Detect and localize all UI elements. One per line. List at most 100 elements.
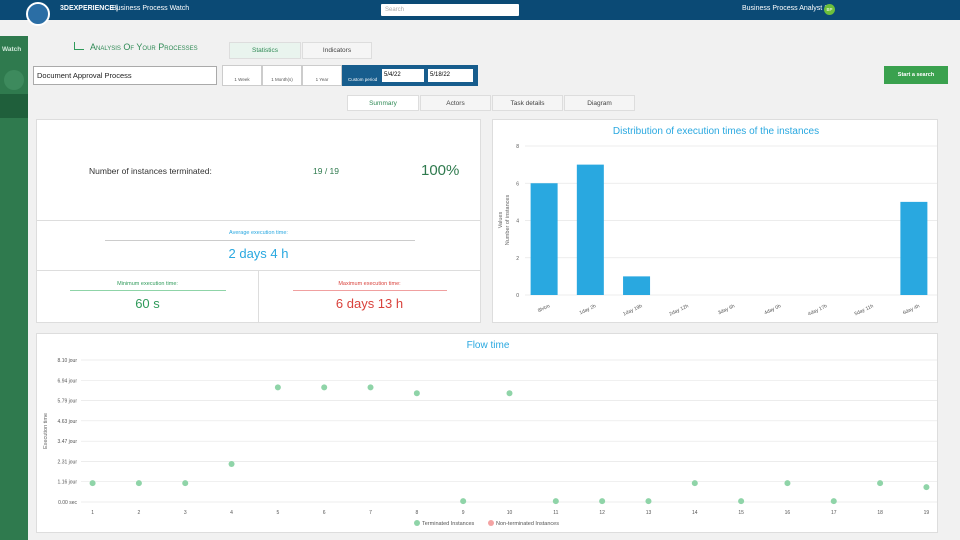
y-tick-label: 4.63 jour xyxy=(58,419,78,425)
sidebar-title: Watch xyxy=(2,46,22,53)
search-box[interactable]: Search xyxy=(381,4,519,16)
subtab[interactable]: Actors xyxy=(420,95,491,111)
app-name[interactable]: Business Process Watch xyxy=(112,5,190,12)
point xyxy=(182,480,189,487)
min-value: 60 s xyxy=(135,296,160,311)
x-tick-label: 1day 19h xyxy=(622,303,643,317)
legend-label: Terminated Instances xyxy=(422,521,475,527)
y-tick-label: 2.31 jour xyxy=(58,460,78,466)
point xyxy=(506,390,513,397)
x-tick-label: 2day 12h xyxy=(668,303,689,317)
subtab[interactable]: Task details xyxy=(492,95,563,111)
y-tick-label: 1.16 jour xyxy=(58,480,78,486)
bar xyxy=(900,201,928,295)
compass[interactable] xyxy=(26,2,50,26)
search-button[interactable]: Start a search xyxy=(884,66,948,84)
x-tick-label: 9 xyxy=(462,510,465,516)
x-tick-label: 8 xyxy=(415,510,418,516)
end-date[interactable]: 5/18/22 xyxy=(428,69,473,82)
point xyxy=(89,480,96,487)
y-tick-label: 5.79 jour xyxy=(58,398,78,404)
legend-swatch xyxy=(488,520,494,526)
x-tick-label: 11 xyxy=(553,510,558,516)
top-bar: 3DEXPERIENCE | Business Process Watch Se… xyxy=(0,0,960,26)
start-date[interactable]: 5/4/22 xyxy=(382,69,424,82)
point xyxy=(228,460,235,467)
legend-swatch xyxy=(414,520,420,526)
instances-label: Number of instances terminated: xyxy=(89,166,212,176)
bar xyxy=(623,276,651,295)
x-tick-label: 1 xyxy=(91,510,94,516)
y-tick-label: 6 xyxy=(516,181,519,187)
period-button[interactable]: 1 Week xyxy=(222,65,262,86)
y-tick-label: 0.00 sec xyxy=(58,500,77,506)
point xyxy=(460,498,467,505)
avg-label: Average execution time: xyxy=(229,230,288,236)
sidebar: Watch xyxy=(0,36,28,540)
stats-icon[interactable] xyxy=(4,70,24,90)
subtab[interactable]: Summary xyxy=(347,95,419,111)
process-select[interactable]: Document Approval Process xyxy=(33,66,217,85)
y-axis-label: Values xyxy=(498,212,504,229)
y-axis-label: Number of instances xyxy=(505,195,511,246)
summary-panel: Number of instances terminated: 19 / 19 … xyxy=(36,119,481,323)
point xyxy=(367,384,374,391)
flow-chart: Flow time Execution time 0.00 sec 1.16 jour… xyxy=(36,333,938,533)
x-tick-label: 14 xyxy=(692,510,698,516)
avg-value: 2 days 4 h xyxy=(228,246,289,261)
avatar[interactable]: BP xyxy=(824,4,835,15)
point xyxy=(599,498,606,505)
tab[interactable]: Statistics xyxy=(229,42,301,59)
page-title: Analysis of your processes xyxy=(90,42,198,52)
legend-label: Non-terminated Instances xyxy=(496,521,559,527)
point xyxy=(691,480,698,487)
x-tick-label: 5 xyxy=(276,510,279,516)
x-tick-label: 13 xyxy=(646,510,652,516)
y-tick-label: 0 xyxy=(516,293,519,299)
bar xyxy=(530,183,558,295)
x-tick-label: 17 xyxy=(831,510,837,516)
x-tick-label: 15 xyxy=(738,510,744,516)
x-tick-label: 6day 4h xyxy=(902,303,921,316)
point xyxy=(830,498,837,505)
user-name[interactable]: Business Process Analyst 1 xyxy=(742,5,828,12)
brand: 3DEXPERIENCE | xyxy=(60,5,118,12)
point xyxy=(274,384,281,391)
x-tick-label: 1day 2h xyxy=(579,303,598,316)
x-tick-label: 4day 0h xyxy=(763,303,782,316)
tab[interactable]: Indicators xyxy=(302,42,372,59)
point xyxy=(413,390,420,397)
title-icon xyxy=(74,42,84,50)
point xyxy=(552,498,559,505)
x-tick-label: 12 xyxy=(599,510,605,516)
x-tick-label: 4 xyxy=(230,510,233,516)
point xyxy=(321,384,328,391)
x-tick-label: 5day 11h xyxy=(854,303,875,317)
max-label: Maximum execution time: xyxy=(338,281,401,287)
x-tick-label: 8h4m xyxy=(537,303,551,314)
point xyxy=(738,498,745,505)
y-tick-label: 4 xyxy=(516,219,519,225)
y-tick-label: 8 xyxy=(516,144,519,150)
x-tick-label: 4day 17h xyxy=(807,303,828,317)
custom-label[interactable]: Custom period xyxy=(348,77,378,82)
chart-title: Flow time xyxy=(467,340,510,351)
subtab[interactable]: Diagram xyxy=(564,95,635,111)
x-tick-label: 7 xyxy=(369,510,372,516)
x-tick-label: 3day 6h xyxy=(717,303,736,316)
y-tick-label: 3.47 jour xyxy=(58,439,78,445)
point xyxy=(784,480,791,487)
instances-value: 19 / 19 xyxy=(313,166,339,176)
x-tick-label: 19 xyxy=(924,510,930,516)
x-tick-label: 2 xyxy=(138,510,141,516)
custom-period: Custom period 5/4/22 5/18/22 xyxy=(342,65,478,86)
period-button[interactable]: 1 Month(s) xyxy=(262,65,302,86)
chart-title: Distribution of execution times of the i… xyxy=(613,126,819,137)
point xyxy=(877,480,884,487)
period-button[interactable]: 1 Year xyxy=(302,65,342,86)
chart-icon[interactable] xyxy=(0,94,28,118)
y-tick-label: 8.10 jour xyxy=(58,358,78,364)
point xyxy=(645,498,652,505)
x-tick-label: 3 xyxy=(184,510,187,516)
